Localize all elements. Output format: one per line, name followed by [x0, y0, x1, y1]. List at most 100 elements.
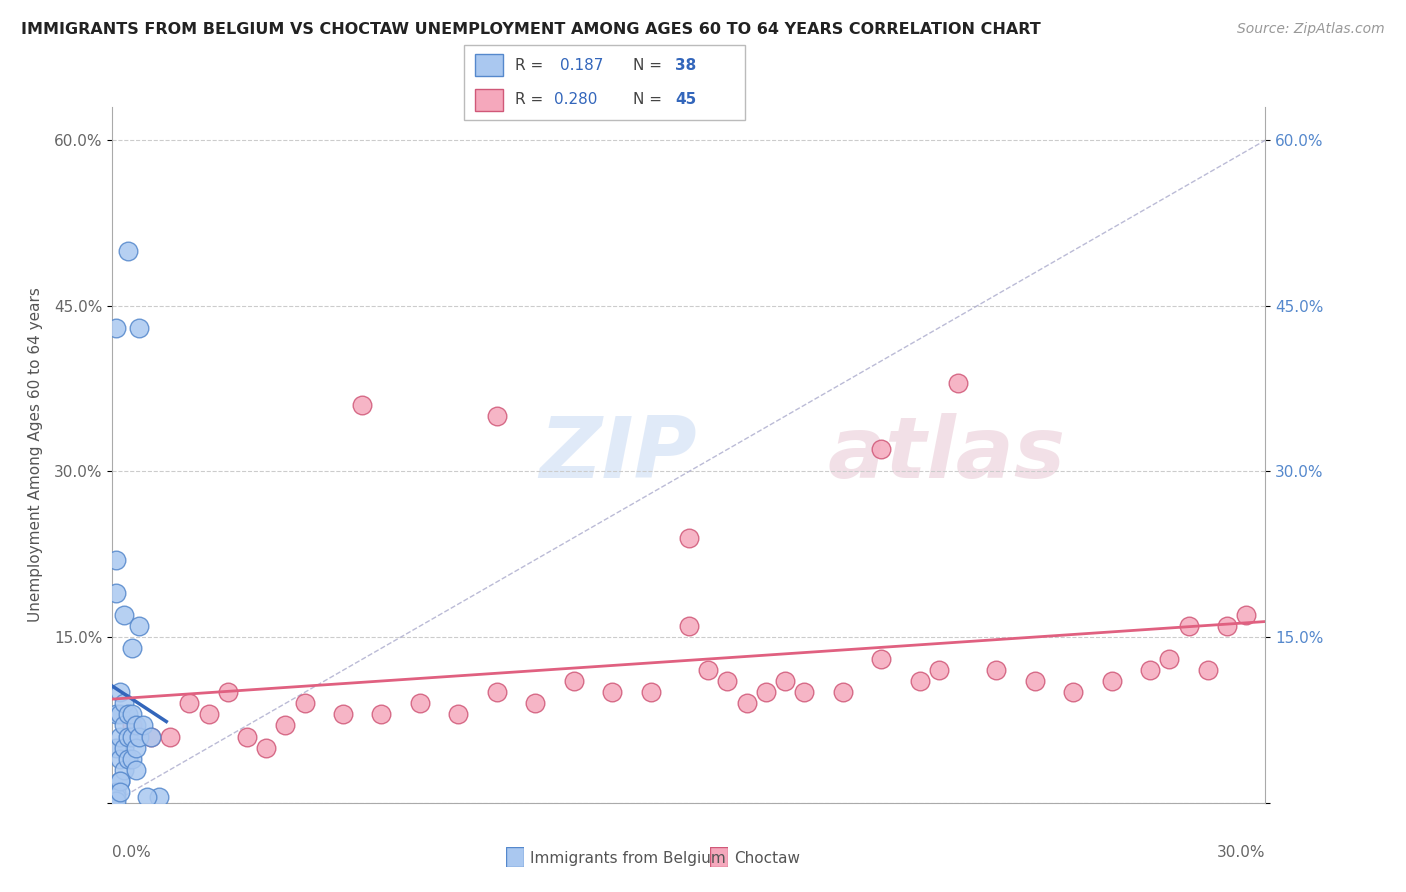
- Point: [121, 730, 143, 744]
- Point: [1024, 674, 1046, 689]
- Point: [128, 730, 150, 744]
- Point: [870, 442, 893, 457]
- Point: [678, 531, 700, 545]
- Point: [217, 685, 239, 699]
- Point: [831, 685, 853, 699]
- Text: ZIP: ZIP: [538, 413, 697, 497]
- Point: [697, 663, 720, 677]
- Point: [678, 619, 700, 633]
- Point: [1062, 685, 1084, 699]
- Point: [112, 740, 135, 755]
- Point: [159, 730, 181, 744]
- Point: [105, 740, 128, 755]
- Point: [108, 773, 131, 788]
- Point: [108, 685, 131, 699]
- Y-axis label: Unemployment Among Ages 60 to 64 years: Unemployment Among Ages 60 to 64 years: [28, 287, 44, 623]
- Point: [1216, 619, 1239, 633]
- Point: [254, 740, 277, 755]
- Text: N =: N =: [633, 93, 666, 107]
- Point: [105, 707, 128, 722]
- Point: [524, 697, 547, 711]
- Point: [105, 553, 128, 567]
- Point: [179, 697, 201, 711]
- Point: [105, 321, 128, 335]
- Point: [136, 790, 159, 805]
- Point: [139, 730, 162, 744]
- Point: [1234, 608, 1257, 623]
- Point: [908, 674, 931, 689]
- Point: [274, 718, 297, 732]
- FancyBboxPatch shape: [710, 847, 728, 867]
- Point: [117, 730, 139, 744]
- Point: [124, 740, 146, 755]
- Point: [447, 707, 470, 722]
- Point: [735, 697, 758, 711]
- Point: [562, 674, 585, 689]
- Point: [124, 718, 146, 732]
- FancyBboxPatch shape: [475, 54, 503, 77]
- Point: [108, 707, 131, 722]
- Point: [294, 697, 316, 711]
- Point: [108, 730, 131, 744]
- Point: [409, 697, 432, 711]
- Point: [112, 763, 135, 777]
- FancyBboxPatch shape: [506, 847, 524, 867]
- Point: [128, 321, 150, 335]
- Point: [108, 785, 131, 799]
- Point: [117, 244, 139, 258]
- Text: N =: N =: [633, 58, 666, 72]
- Point: [1197, 663, 1219, 677]
- Point: [117, 751, 139, 765]
- Point: [105, 790, 128, 805]
- Text: Choctaw: Choctaw: [734, 851, 800, 865]
- Point: [121, 751, 143, 765]
- Point: [946, 376, 969, 391]
- Point: [485, 409, 508, 424]
- Point: [928, 663, 950, 677]
- Point: [128, 619, 150, 633]
- Text: R =: R =: [515, 93, 548, 107]
- Point: [121, 641, 143, 656]
- Text: 45: 45: [675, 93, 696, 107]
- Point: [1159, 652, 1181, 666]
- Point: [105, 785, 128, 799]
- FancyBboxPatch shape: [464, 45, 745, 120]
- Point: [986, 663, 1008, 677]
- Point: [1139, 663, 1161, 677]
- Point: [132, 718, 155, 732]
- Point: [197, 707, 219, 722]
- Point: [124, 763, 146, 777]
- Point: [121, 707, 143, 722]
- Text: R =: R =: [515, 58, 553, 72]
- Text: 0.0%: 0.0%: [112, 845, 152, 860]
- Point: [117, 707, 139, 722]
- Point: [332, 707, 354, 722]
- Text: IMMIGRANTS FROM BELGIUM VS CHOCTAW UNEMPLOYMENT AMONG AGES 60 TO 64 YEARS CORREL: IMMIGRANTS FROM BELGIUM VS CHOCTAW UNEMP…: [21, 22, 1040, 37]
- Point: [352, 398, 374, 412]
- Point: [1101, 674, 1123, 689]
- Point: [485, 685, 508, 699]
- Point: [108, 751, 131, 765]
- Point: [112, 697, 135, 711]
- Point: [600, 685, 623, 699]
- Point: [755, 685, 778, 699]
- Point: [370, 707, 392, 722]
- Point: [105, 794, 128, 808]
- Text: Immigrants from Belgium: Immigrants from Belgium: [530, 851, 725, 865]
- Point: [112, 608, 135, 623]
- Point: [716, 674, 738, 689]
- Point: [148, 790, 170, 805]
- Text: 0.187: 0.187: [560, 58, 603, 72]
- Point: [870, 652, 893, 666]
- Text: 0.280: 0.280: [554, 93, 598, 107]
- Text: 38: 38: [675, 58, 696, 72]
- Point: [640, 685, 662, 699]
- Point: [773, 674, 796, 689]
- Point: [121, 718, 143, 732]
- Point: [112, 718, 135, 732]
- Text: atlas: atlas: [827, 413, 1066, 497]
- Point: [108, 773, 131, 788]
- Text: 30.0%: 30.0%: [1218, 845, 1265, 860]
- FancyBboxPatch shape: [475, 88, 503, 112]
- Point: [236, 730, 259, 744]
